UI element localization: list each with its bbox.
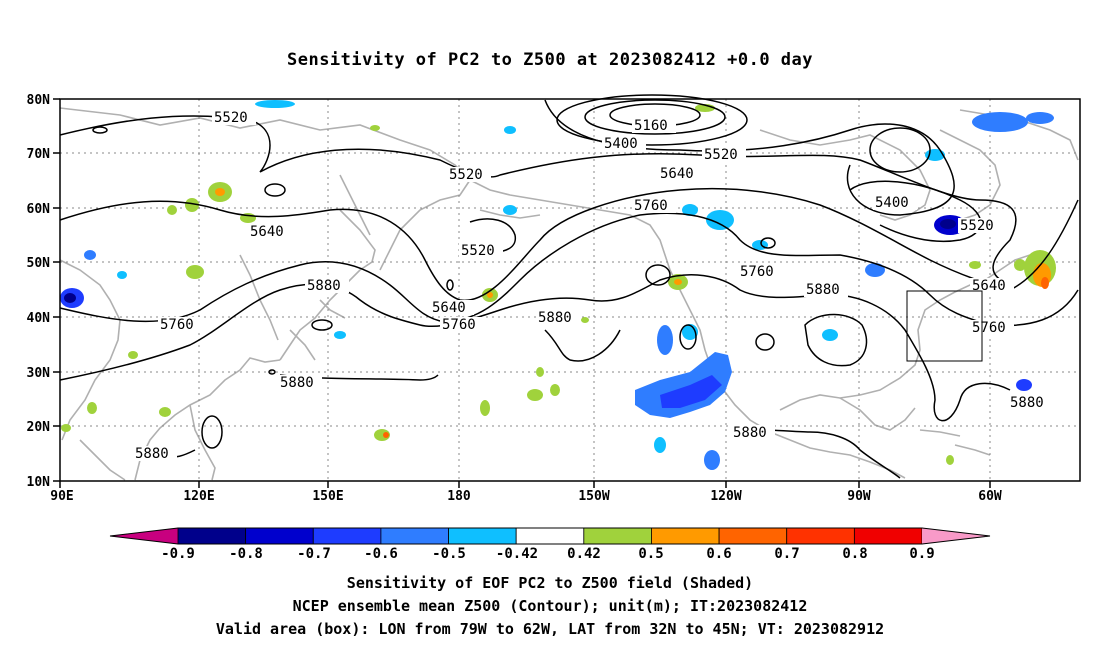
contour-label: 5760 — [740, 264, 774, 280]
contour-label: 5640 — [972, 278, 1006, 294]
contour-label: 5760 — [442, 317, 476, 333]
colorbar-label: 0.7 — [774, 546, 799, 562]
caption-valid-area: Valid area (box): LON from 79W to 62W, L… — [215, 620, 885, 638]
contour-label: 5880 — [538, 310, 572, 326]
valid-area-box — [906, 290, 983, 362]
colorbar-label: -0.5 — [432, 546, 466, 562]
lon-label: 120E — [183, 489, 214, 504]
colorbar-cell — [380, 527, 449, 545]
lon-label: 150W — [578, 489, 609, 504]
lon-label: 60W — [978, 489, 1002, 504]
contour-label: 5880 — [806, 282, 840, 298]
contour-label: 5640 — [660, 166, 694, 182]
colorbar-cell — [583, 527, 652, 545]
lon-labels: 90E 120E 150E 180 150W 120W 90W 60W — [50, 489, 1002, 504]
colorbar-label: 0.6 — [706, 546, 731, 562]
colorbar-label: -0.8 — [229, 546, 263, 562]
lon-label: 90W — [847, 489, 871, 504]
caption-contour: NCEP ensemble mean Z500 (Contour); unit(… — [292, 597, 808, 615]
contour-label: 5400 — [604, 136, 638, 152]
caption-shading: Sensitivity of EOF PC2 to Z500 field (Sh… — [346, 574, 754, 592]
lat-labels: 80N 70N 60N 50N 40N 30N 20N 10N — [27, 93, 51, 490]
contour-label: 5640 — [432, 300, 466, 316]
contour-label: 5880 — [1010, 395, 1044, 411]
lat-label: 50N — [27, 256, 51, 271]
colorbar-cell — [312, 527, 382, 545]
lon-label: 90E — [50, 489, 73, 504]
colorbar: -0.9 -0.8 -0.7 -0.6 -0.5 -0.42 0.42 0.5 … — [109, 527, 991, 562]
lon-label: 180 — [447, 489, 471, 504]
lat-label: 10N — [27, 475, 51, 490]
contour-label: 5880 — [280, 375, 314, 391]
lon-label: 150E — [312, 489, 343, 504]
colorbar-cell — [177, 527, 247, 545]
lat-label: 20N — [27, 420, 51, 435]
contour-label: 5880 — [733, 425, 767, 441]
colorbar-label: -0.6 — [364, 546, 398, 562]
contour-label: 5400 — [875, 195, 909, 211]
colorbar-cell — [718, 527, 788, 545]
contour-label: 5520 — [449, 167, 483, 183]
colorbar-extend-right — [922, 528, 990, 544]
contour-label: 5640 — [250, 224, 284, 240]
coastlines — [59, 107, 1079, 481]
colorbar-label: 0.5 — [638, 546, 663, 562]
colorbar-cell — [245, 527, 314, 545]
contour-label: 5880 — [135, 446, 169, 462]
lat-label: 40N — [27, 311, 51, 326]
lat-label: 80N — [27, 93, 51, 108]
contour-label: 5520 — [214, 110, 248, 126]
colorbar-cell — [786, 527, 855, 545]
lat-label: 70N — [27, 147, 51, 162]
contour-label: 5760 — [972, 320, 1006, 336]
colorbar-label: -0.7 — [297, 546, 331, 562]
z500-contours — [59, 94, 1079, 479]
colorbar-cell — [651, 527, 720, 545]
contour-label: 5160 — [634, 118, 668, 134]
map-title: Sensitivity of PC2 to Z500 at 2023082412… — [286, 50, 813, 70]
lon-label: 120W — [710, 489, 741, 504]
contour-label: 5520 — [704, 147, 738, 163]
contour-label: 5760 — [634, 198, 668, 214]
colorbar-cell — [448, 527, 517, 545]
colorbar-label: -0.9 — [161, 546, 195, 562]
colorbar-label: 0.8 — [842, 546, 867, 562]
axis-ticks — [53, 98, 991, 488]
colorbar-cell — [515, 527, 585, 545]
colorbar-extend-left — [110, 528, 178, 544]
lat-label: 60N — [27, 202, 51, 217]
colorbar-cell — [853, 527, 923, 545]
contour-label: 5760 — [160, 317, 194, 333]
contour-label: 5520 — [461, 243, 495, 259]
contour-label: 5880 — [307, 278, 341, 294]
colorbar-label: -0.42 — [496, 546, 538, 562]
map-frame — [59, 98, 1081, 482]
contour-labels: 5520 5160 5400 5520 5520 5640 5760 5640 … — [133, 110, 1052, 462]
colorbar-label: 0.9 — [909, 546, 934, 562]
colorbar-label: 0.42 — [567, 546, 601, 562]
contour-label: 5520 — [960, 218, 994, 234]
lat-label: 30N — [27, 366, 51, 381]
sensitivity-shading — [60, 100, 1056, 470]
